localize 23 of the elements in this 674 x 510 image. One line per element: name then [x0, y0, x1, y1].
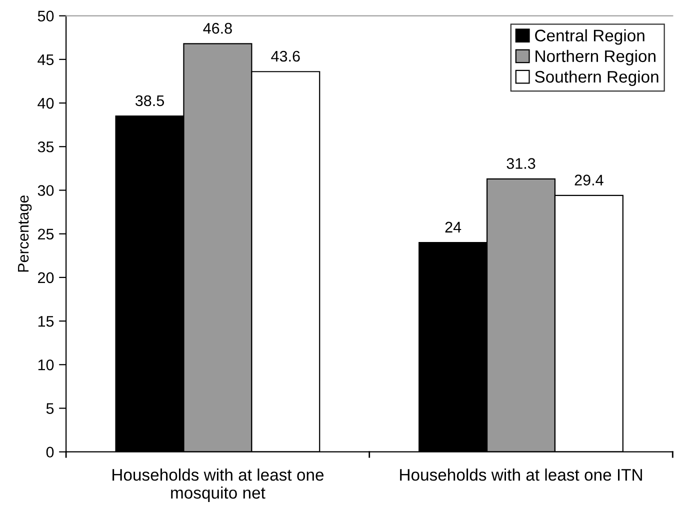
y-tick-label: 50 [38, 10, 54, 22]
y-tick-label: 45 [38, 54, 54, 66]
data-label: 46.8 [203, 22, 232, 34]
data-label: 38.5 [135, 95, 164, 106]
y-tick-label: 25 [38, 228, 54, 240]
y-tick-label: 10 [38, 360, 54, 370]
legend-label: Northern Region [536, 50, 656, 66]
y-tick-label: 35 [38, 141, 54, 152]
data-label: 24 [445, 222, 462, 232]
legend-label: Central Region [535, 29, 644, 45]
y-tick-label: 0 [46, 446, 54, 458]
data-label: 29.4 [574, 174, 604, 186]
x-tick-label: Households with at least one ITN [400, 468, 642, 481]
data-label: 31.3 [506, 158, 536, 169]
y-tick-label: 40 [38, 98, 54, 109]
y-tick-label: 5 [46, 403, 54, 414]
data-label: 43.6 [271, 50, 300, 62]
legend-label: Southern Region [534, 70, 658, 86]
y-tick-label: 15 [38, 316, 54, 327]
x-tick-label: Households with at least one mosquito net [112, 468, 324, 502]
y-tick-label: 20 [38, 272, 54, 284]
y-axis-title: Percentage [18, 195, 32, 272]
y-tick-label: 30 [38, 185, 54, 196]
